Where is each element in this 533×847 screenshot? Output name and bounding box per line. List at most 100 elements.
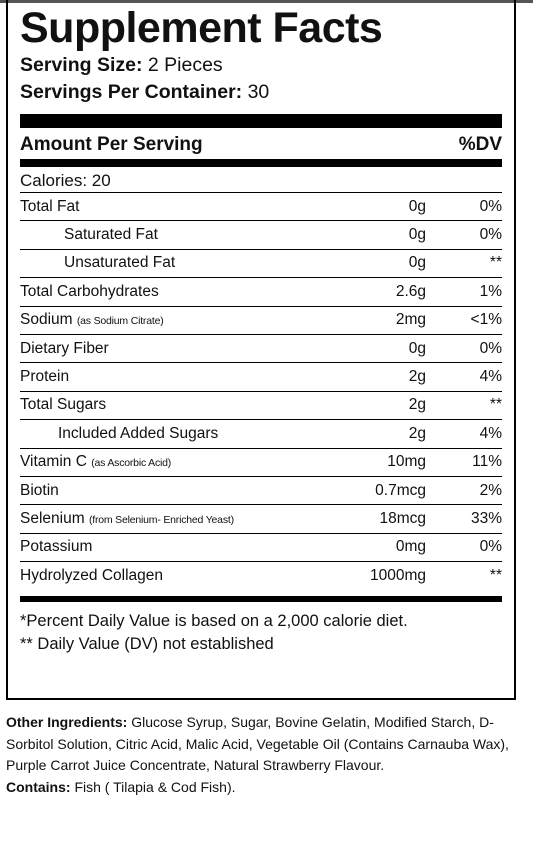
dv-header: %DV [458, 134, 502, 155]
nutrient-amount: 18mcg [379, 509, 426, 527]
top-edge [0, 0, 533, 3]
table-row: Dietary Fiber 0g 0% [20, 335, 502, 364]
table-row: Hydrolyzed Collagen 1000mg ** [20, 562, 502, 590]
serving-size-value: 2 Pieces [147, 54, 223, 76]
servings-per-container: Servings Per Container: 30 [20, 79, 502, 106]
nutrient-label: Potassium [20, 538, 93, 556]
table-row: Vitamin C (as Ascorbic Acid) 10mg 11% [20, 449, 502, 477]
nutrient-dv: 33% [470, 509, 502, 527]
nutrient-name: Total Carbohydrates [20, 283, 316, 301]
nutrient-amount: 0.7mcg [375, 481, 426, 499]
other-ingredients-text: Glucose Syrup, Sugar, Bovine Gelatin, Mo… [6, 714, 509, 773]
nutrient-name: Total Fat [20, 198, 316, 216]
nutrient-dv: 0% [479, 538, 502, 556]
table-row: Sodium (as Sodium Citrate) 2mg <1% [20, 307, 502, 335]
nutrient-label: Selenium [20, 509, 85, 527]
nutrient-amount: 0g [408, 197, 426, 215]
nutrient-amount: 2g [408, 368, 426, 386]
nutrient-label: Sodium [20, 311, 73, 329]
table-row: Total Fat 0g 0% [20, 193, 502, 222]
thick-divider [20, 114, 502, 128]
other-ingredients-label: Other Ingredients: [6, 714, 128, 730]
ingredients-section: Other Ingredients: Glucose Syrup, Sugar,… [6, 712, 528, 798]
table-row: Included Added Sugars 2g 4% [20, 420, 502, 449]
servings-label: Servings Per Container: [20, 81, 243, 103]
nutrient-name: Vitamin C (as Ascorbic Acid) [20, 453, 316, 471]
nutrient-dv: ** [489, 254, 502, 272]
other-ingredients: Other Ingredients: Glucose Syrup, Sugar,… [6, 712, 528, 777]
supplement-facts-panel: Supplement Facts Serving Size: 2 Pieces … [6, 0, 516, 700]
nutrient-label: Biotin [20, 481, 59, 499]
serving-size: Serving Size: 2 Pieces [20, 52, 502, 79]
contains-label: Contains: [6, 778, 71, 795]
nutrient-amount: 2g [408, 424, 426, 442]
table-row: Total Sugars 2g ** [20, 392, 502, 421]
nutrient-dv: 2% [479, 481, 502, 499]
nutrient-name: Saturated Fat [20, 226, 316, 244]
nutrient-amount: 10mg [387, 453, 426, 471]
nutrient-name: Potassium [20, 538, 316, 556]
table-row: Unsaturated Fat 0g ** [20, 250, 502, 279]
nutrient-amount: 2.6g [395, 282, 426, 300]
table-row: Total Carbohydrates 2.6g 1% [20, 278, 502, 307]
serving-size-label: Serving Size: [20, 54, 143, 76]
amount-per-serving: Amount Per Serving [20, 134, 203, 155]
nutrient-dv: <1% [470, 311, 502, 329]
nutrient-label: Total Carbohydrates [20, 282, 159, 300]
nutrient-amount: 0mg [395, 538, 426, 556]
panel-title: Supplement Facts [20, 4, 383, 52]
nutrient-name: Hydrolyzed Collagen [20, 567, 316, 585]
nutrient-label: Protein [20, 368, 70, 386]
nutrient-name: Selenium (from Selenium- Enriched Yeast) [20, 510, 316, 528]
nutrient-label: Total Sugars [20, 396, 107, 414]
footnote-percent: *Percent Daily Value is based on a 2,000… [20, 612, 408, 631]
contains: Contains: Fish ( Tilapia & Cod Fish). [6, 777, 528, 799]
nutrient-label: Unsaturated Fat [64, 254, 176, 272]
nutrient-label: Saturated Fat [64, 226, 158, 244]
nutrient-label: Total Fat [20, 197, 80, 215]
table-row: Potassium 0mg 0% [20, 534, 502, 563]
nutrient-name: Total Sugars [20, 396, 316, 414]
table-row: Protein 2g 4% [20, 363, 502, 392]
nutrient-dv: 1% [479, 282, 502, 300]
footnote-dv: ** Daily Value (DV) not established [20, 635, 274, 654]
nutrient-source: (as Ascorbic Acid) [91, 457, 172, 470]
nutrient-name: Sodium (as Sodium Citrate) [20, 311, 316, 329]
nutrient-name: Unsaturated Fat [20, 254, 316, 272]
nutrient-source: (as Sodium Citrate) [76, 315, 164, 328]
nutrient-source: (from Selenium- Enriched Yeast) [88, 513, 234, 526]
contains-text: Fish ( Tilapia & Cod Fish). [74, 778, 236, 795]
nutrient-table: Total Fat 0g 0% Saturated Fat 0g 0% Unsaturate… [20, 193, 502, 590]
footnotes: *Percent Daily Value is based on a 2,000… [20, 602, 502, 656]
medium-divider [20, 159, 502, 167]
nutrient-dv: 4% [479, 424, 502, 442]
nutrient-dv: 0% [479, 197, 502, 215]
nutrient-amount: 0g [408, 254, 426, 272]
nutrient-name: Included Added Sugars [20, 425, 316, 443]
end-divider [20, 596, 502, 603]
amount-header: Amount Per Serving %DV [20, 128, 502, 159]
table-row: Biotin 0.7mcg 2% [20, 477, 502, 506]
nutrient-label: Vitamin C [20, 453, 87, 471]
table-row: Saturated Fat 0g 0% [20, 221, 502, 250]
nutrient-name: Dietary Fiber [20, 340, 316, 358]
nutrient-dv: 11% [472, 453, 502, 471]
nutrient-amount: 0g [408, 339, 426, 357]
table-row: Selenium (from Selenium- Enriched Yeast)… [20, 505, 502, 534]
nutrient-amount: 2mg [395, 311, 426, 329]
calories: Calories: 20 [20, 167, 502, 193]
servings-value: 30 [247, 81, 270, 103]
nutrient-name: Protein [20, 368, 316, 386]
nutrient-dv: ** [489, 567, 502, 585]
nutrient-dv: 0% [479, 226, 502, 244]
nutrient-name: Biotin [20, 482, 316, 500]
nutrient-label: Included Added Sugars [58, 424, 219, 442]
nutrient-amount: 1000mg [369, 567, 426, 585]
nutrient-label: Dietary Fiber [20, 339, 109, 357]
nutrient-amount: 0g [408, 226, 426, 244]
nutrient-dv: 4% [479, 368, 502, 386]
nutrient-label: Hydrolyzed Collagen [20, 567, 164, 585]
nutrient-dv: 0% [479, 339, 502, 357]
nutrient-amount: 2g [408, 396, 426, 414]
nutrient-dv: ** [489, 396, 502, 414]
